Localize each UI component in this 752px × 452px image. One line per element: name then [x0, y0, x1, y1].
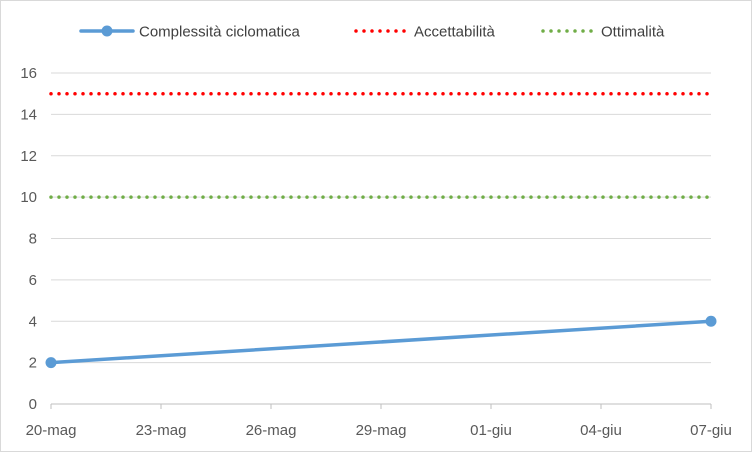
x-tick-label: 23-mag — [136, 422, 187, 439]
x-tick-label: 04-giu — [580, 422, 622, 439]
x-tick-label: 26-mag — [246, 422, 297, 439]
x-tick-label: 01-giu — [470, 422, 512, 439]
y-tick-label: 10 — [20, 189, 37, 206]
legend: Complessità ciclomatica Accettabilità Otti… — [79, 24, 665, 41]
y-tick-label: 12 — [20, 148, 37, 165]
x-axis-tick-labels: 20-mag 23-mag 26-mag 29-mag 01-giu 04-giu 07-g… — [26, 422, 732, 439]
x-tick-label: 07-giu — [690, 422, 732, 439]
y-tick-label: 16 — [20, 65, 37, 82]
series-lines — [45, 91, 717, 369]
x-tick-label: 20-mag — [26, 422, 77, 439]
legend-marker — [101, 25, 113, 37]
data-point — [705, 315, 717, 327]
y-tick-label: 4 — [29, 313, 37, 330]
legend-label-accettabilita: Accettabilità — [414, 24, 496, 41]
data-point — [45, 357, 57, 369]
series-line-complessita-ciclomatica — [49, 319, 713, 365]
y-tick-label: 14 — [20, 106, 37, 123]
y-tick-label: 6 — [29, 272, 37, 289]
x-tick-label: 29-mag — [356, 422, 407, 439]
gridlines — [50, 72, 712, 409]
y-tick-label: 2 — [29, 355, 37, 372]
y-tick-label: 0 — [29, 396, 37, 413]
legend-label-ottimalita: Ottimalità — [601, 24, 665, 41]
y-tick-label: 8 — [29, 231, 37, 248]
y-axis-tick-labels: 0 2 4 6 8 10 12 14 16 — [20, 65, 37, 413]
legend-label-complessita-ciclomatica: Complessità ciclomatica — [139, 24, 301, 41]
